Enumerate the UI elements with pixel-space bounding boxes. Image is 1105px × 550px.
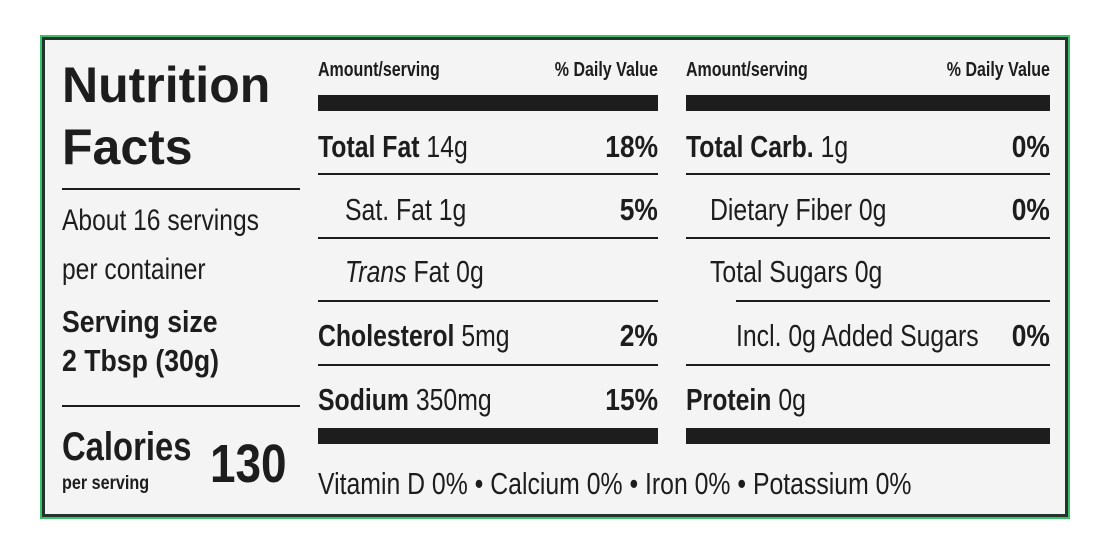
header-daily-value: % Daily Value — [946, 59, 1050, 81]
divider — [318, 237, 658, 239]
calories-label: Calories — [62, 425, 192, 469]
servings-line-1: About 16 servings — [62, 204, 259, 237]
divider — [62, 188, 300, 190]
row-total-carb: Total Carb. 1g — [686, 131, 889, 162]
dv-cholesterol: 2% — [619, 318, 658, 353]
divider — [736, 300, 1050, 302]
row-cholesterol: Cholesterol 5mg — [318, 320, 557, 351]
dv-added-sugars: 0% — [1011, 318, 1050, 353]
nutrient-amount: 14g — [426, 129, 468, 164]
thick-rule — [686, 95, 1050, 111]
nutrient-name: Total Sugars — [710, 254, 848, 289]
nutrient-name: Cholesterol — [318, 318, 455, 353]
header-amount-serving: Amount/serving — [686, 59, 808, 81]
row-sodium: Sodium 350mg — [318, 384, 535, 415]
nutrient-amount: 350mg — [415, 382, 492, 417]
thick-rule — [686, 428, 1050, 444]
divider — [686, 364, 1050, 366]
dv-sodium: 15% — [605, 382, 658, 417]
nutrient-name: Sat. Fat — [345, 192, 432, 227]
header-daily-value: % Daily Value — [554, 59, 658, 81]
calories-subtext: per serving — [62, 473, 150, 494]
divider — [318, 173, 658, 175]
dv-total-fat: 18% — [605, 129, 658, 164]
nutrient-amount: 0g — [854, 254, 883, 289]
row-protein: Protein 0g — [686, 384, 836, 415]
row-total-fat: Total Fat 14g — [318, 131, 505, 162]
title-nutrition: Nutrition — [62, 57, 271, 113]
header-amount-serving: Amount/serving — [318, 59, 440, 81]
nutrient-name: Total Fat — [318, 129, 420, 164]
dv-dietary-fiber: 0% — [1011, 192, 1050, 227]
divider — [318, 300, 658, 302]
dv-sat-fat: 5% — [619, 192, 658, 227]
title-facts: Facts — [62, 119, 193, 175]
nutrient-amount: Fat 0g — [413, 254, 484, 289]
row-dietary-fiber: Dietary Fiber 0g — [710, 194, 931, 225]
nutrient-name: Trans — [345, 254, 407, 289]
thick-rule — [318, 428, 658, 444]
serving-size-value: 2 Tbsp (30g) — [62, 343, 220, 378]
vitamins-minerals-footer: Vitamin D 0% • Calcium 0% • Iron 0% • Po… — [318, 466, 912, 501]
divider — [686, 237, 1050, 239]
row-sat-fat: Sat. Fat 1g — [345, 194, 497, 225]
dv-total-carb: 0% — [1011, 129, 1050, 164]
nutrient-name: Total Carb. — [686, 129, 814, 164]
thick-rule — [318, 95, 658, 111]
row-trans-fat: Trans Fat 0g — [345, 256, 518, 287]
nutrient-amount: 1g — [438, 192, 467, 227]
nutrient-amount: 5mg — [461, 318, 510, 353]
divider — [686, 173, 1050, 175]
nutrient-name: Protein — [686, 382, 772, 417]
nutrient-amount: 0g — [858, 192, 887, 227]
nutrient-name: Dietary Fiber — [710, 192, 852, 227]
nutrient-amount: 1g — [820, 129, 849, 164]
divider — [318, 364, 658, 366]
servings-line-2: per container — [62, 253, 206, 286]
serving-size-label: Serving size — [62, 304, 218, 339]
nutrient-amount: 0g — [778, 382, 806, 417]
divider — [62, 405, 300, 407]
calories-value: 130 — [210, 434, 287, 494]
nutrient-name: Sodium — [318, 382, 409, 417]
row-added-sugars: Incl. 0g Added Sugars — [736, 318, 979, 353]
row-total-sugars: Total Sugars 0g — [710, 256, 925, 287]
